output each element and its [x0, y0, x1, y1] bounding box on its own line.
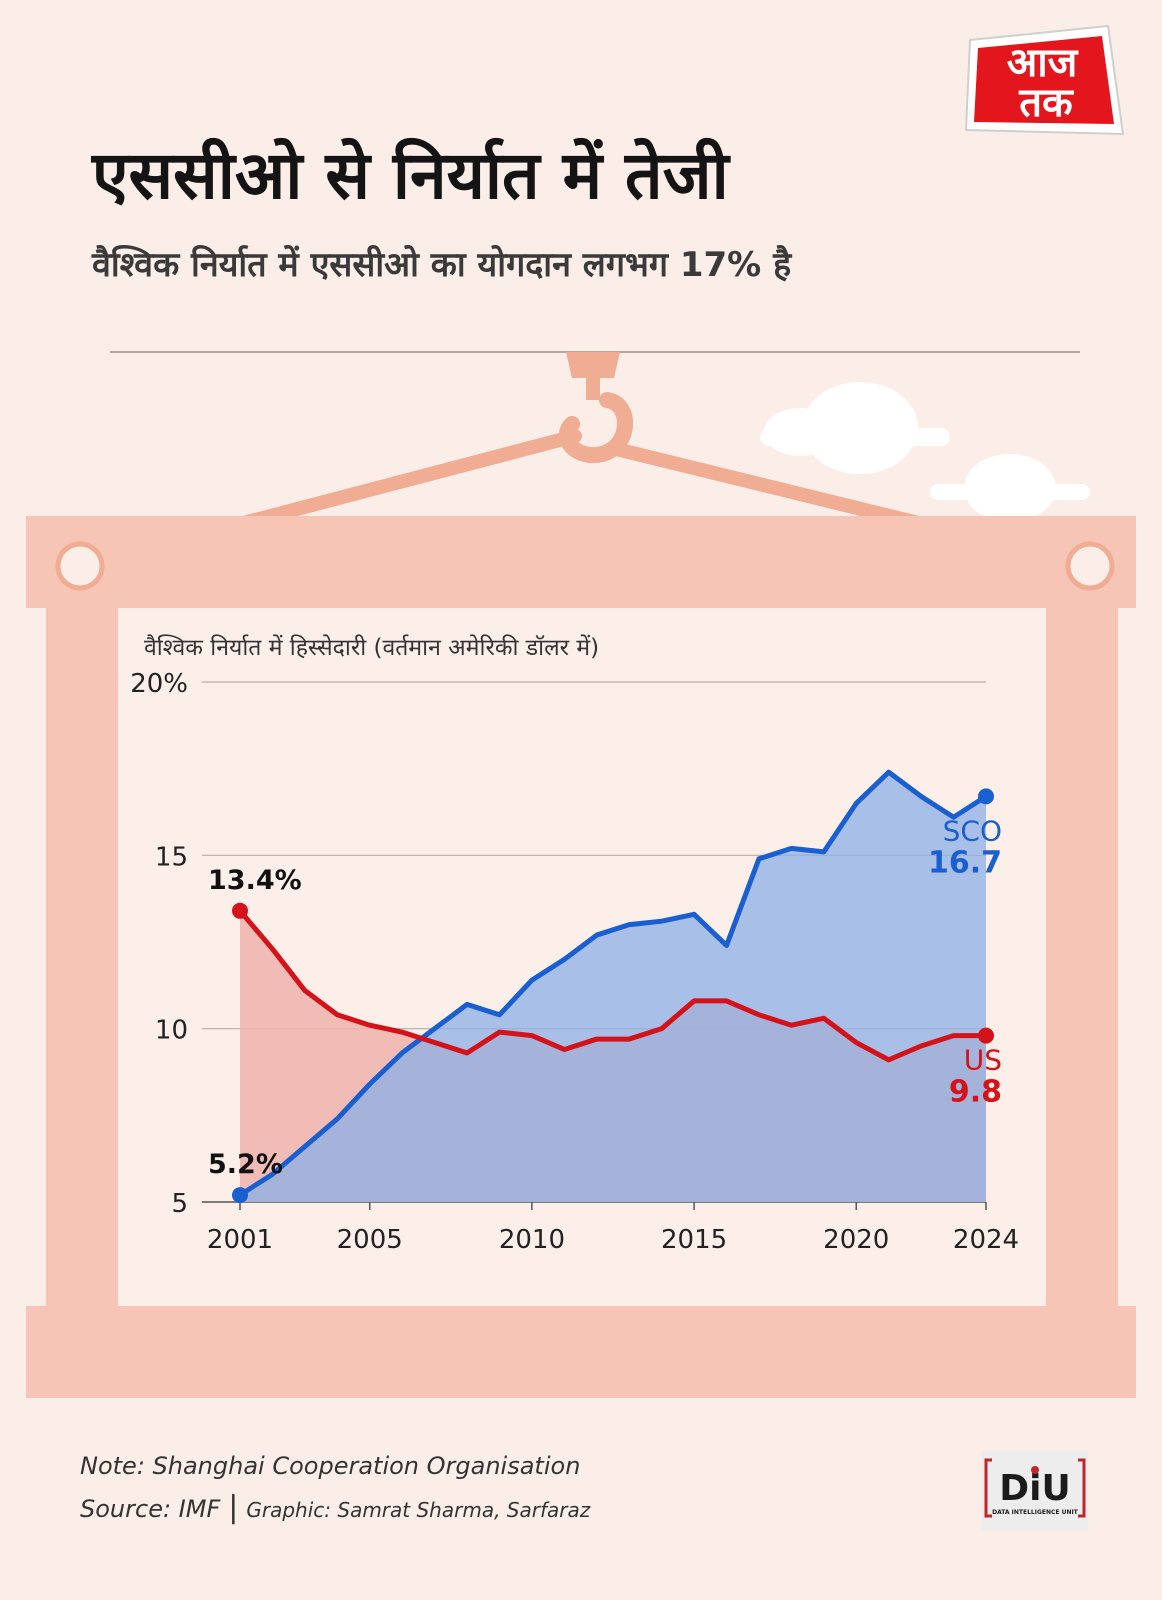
x-tick-label: 2020 — [823, 1225, 889, 1255]
logo-text-1: आज — [1007, 40, 1079, 86]
y-tick-label: 15 — [155, 842, 188, 872]
cloud-icon — [760, 382, 950, 474]
x-tick-label: 2001 — [207, 1225, 273, 1255]
y-tick-label: 20% — [130, 669, 188, 699]
footer-note: Note: Shanghai Cooperation Organisation — [80, 1452, 581, 1480]
end-value-label: 9.8 — [949, 1075, 1002, 1110]
page-title: एससीओ से निर्यात में तेजी — [92, 137, 729, 214]
chart-panel: वैश्विक निर्यात में हिस्सेदारी (वर्तमान … — [120, 610, 1044, 1306]
cloud-icon — [930, 454, 1090, 522]
diu-mark: DiU — [999, 1468, 1070, 1509]
x-tick-label: 2024 — [953, 1225, 1019, 1255]
footer-source-line: Source: IMF | Graphic: Samrat Sharma, Sarf… — [80, 1490, 590, 1525]
footer-source: Source: IMF — [80, 1495, 221, 1523]
start-value-label: 13.4% — [208, 865, 302, 896]
footer-separator: | — [228, 1490, 239, 1525]
aajtak-logo: आज तक — [964, 24, 1125, 136]
y-tick-label: 5 — [171, 1189, 188, 1219]
y-tick-label: 10 — [155, 1016, 188, 1046]
end-value-label: 16.7 — [928, 845, 1002, 880]
x-tick-label: 2005 — [337, 1225, 403, 1255]
data-point-sco — [232, 1187, 248, 1204]
x-tick-label: 2010 — [499, 1225, 565, 1255]
end-series-name: SCO — [943, 814, 1002, 847]
area-sco — [240, 772, 986, 1202]
crane-container-illustration — [26, 351, 1136, 1398]
footer-graphic-credit: Graphic: Samrat Sharma, Sarfaraz — [246, 1498, 591, 1522]
series-line-us — [237, 908, 989, 1063]
x-tick-label: 2015 — [661, 1225, 727, 1255]
diu-tagline: DATA INTELLIGENCE UNIT — [992, 1509, 1079, 1516]
start-value-label: 5.2% — [208, 1149, 283, 1180]
page-subtitle: वैश्विक निर्यात में एससीओ का योगदान लगभग… — [92, 245, 792, 285]
series-line-sco — [237, 769, 989, 1198]
data-point-us — [232, 902, 248, 919]
chart-title: वैश्विक निर्यात में हिस्सेदारी (वर्तमान … — [144, 634, 599, 661]
export-share-chart: वैश्विक निर्यात में हिस्सेदारी (वर्तमान … — [130, 634, 1019, 1255]
diu-logo: DiU DATA INTELLIGENCE UNIT — [982, 1450, 1088, 1530]
data-point-us — [978, 1027, 994, 1044]
end-series-name: US — [964, 1044, 1002, 1077]
logo-text-2: तक — [1018, 80, 1074, 126]
data-point-sco — [978, 788, 994, 805]
